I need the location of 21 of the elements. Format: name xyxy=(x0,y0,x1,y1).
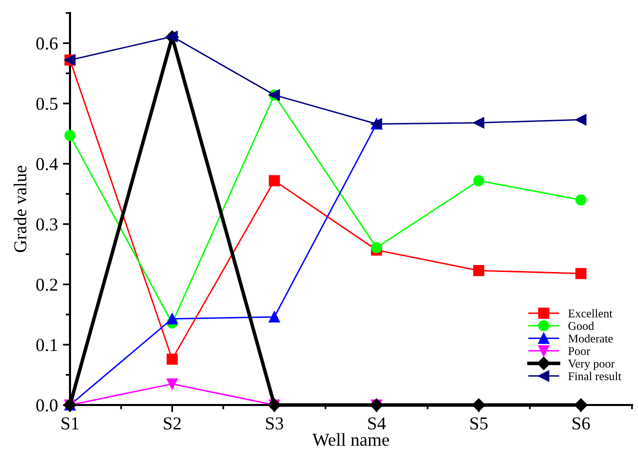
legend-label: Good xyxy=(568,322,594,330)
y-tick-label: 0.6 xyxy=(36,37,58,50)
x-tick-label: S6 xyxy=(572,417,590,430)
y-axis-title: Grade value xyxy=(14,166,26,252)
y-tick-label: 0.5 xyxy=(36,98,58,110)
legend-label: Very poor xyxy=(568,360,615,370)
y-tick-label: 0.4 xyxy=(36,158,58,170)
x-tick-label: S3 xyxy=(266,417,284,430)
y-tick-label: 0.3 xyxy=(36,218,58,231)
legend-label: Poor xyxy=(568,347,590,356)
x-tick-label: S1 xyxy=(62,417,78,430)
y-tick-label: 0.1 xyxy=(36,338,58,352)
legend-label: Excellent xyxy=(568,309,612,318)
legend-label: Final result xyxy=(568,372,622,380)
x-axis-title: Well name xyxy=(312,433,389,446)
x-tick-label: S5 xyxy=(470,417,488,430)
y-tick-label: 0.2 xyxy=(36,278,58,291)
y-tick-label: 0.0 xyxy=(36,399,58,412)
legend-label: Moderate xyxy=(568,334,613,343)
x-tick-label: S4 xyxy=(368,417,386,430)
x-tick-label: S2 xyxy=(164,417,181,430)
